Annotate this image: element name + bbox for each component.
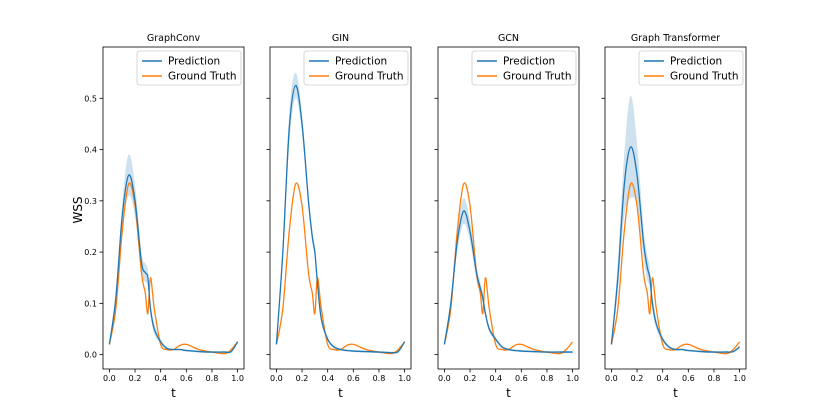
x-tick-label: 0.0: [605, 374, 618, 383]
y-tick-label: 0.5: [84, 94, 97, 103]
y-tick-label: 0.2: [84, 248, 97, 257]
x-tick-label: 0.0: [103, 374, 116, 383]
axes-frame: [604, 46, 747, 370]
x-tick-label: 1.0: [733, 374, 746, 383]
x-tick-label: 0.0: [438, 374, 451, 383]
panel-title: GCN: [498, 33, 519, 44]
legend-ground-truth-label: Ground Truth: [670, 71, 739, 83]
y-axis-label: WSS: [71, 196, 85, 223]
ground-truth-line: [610, 182, 741, 355]
panel-title: GraphConv: [147, 33, 201, 44]
x-tick-label: 0.4: [154, 374, 167, 383]
x-axis-label: t: [338, 386, 343, 400]
prediction-line: [108, 174, 239, 354]
ground-truth-line: [108, 182, 239, 355]
x-tick-label: 0.4: [321, 374, 334, 383]
x-axis-label: t: [506, 386, 511, 400]
prediction-confidence-band: [276, 72, 405, 354]
legend-ground-truth-label: Ground Truth: [335, 71, 404, 83]
x-tick-label: 0.6: [180, 374, 193, 383]
panel-title: GIN: [332, 33, 349, 44]
legend-prediction-label: Prediction: [503, 56, 555, 68]
panel-3: Graph Transformer 0.0 0.2 0.4 0.6 0.8 1.0 t Pred…: [601, 33, 747, 400]
x-tick-label: 0.8: [373, 374, 386, 383]
x-tick-label: 0.2: [129, 374, 142, 383]
x-tick-label: 1.0: [231, 374, 244, 383]
x-tick-label: 0.4: [489, 374, 502, 383]
legend-prediction-label: Prediction: [335, 56, 387, 68]
y-tick-label: 0.1: [84, 299, 97, 308]
x-tick-label: 0.2: [631, 374, 644, 383]
x-tick-label: 1.0: [398, 374, 411, 383]
legend-prediction-label: Prediction: [168, 56, 220, 68]
x-tick-label: 0.2: [464, 374, 477, 383]
legend-prediction-label: Prediction: [670, 56, 722, 68]
x-tick-label: 0.8: [708, 374, 721, 383]
x-tick-label: 1.0: [566, 374, 579, 383]
x-tick-label: 0.6: [682, 374, 695, 383]
x-tick-label: 0.6: [347, 374, 360, 383]
x-tick-label: 0.4: [656, 374, 669, 383]
legend-box: [303, 50, 409, 86]
axes-frame: [269, 46, 412, 370]
x-axis-label: t: [171, 386, 176, 400]
legend-ground-truth-label: Ground Truth: [503, 71, 572, 83]
x-tick-label: 0.8: [541, 374, 554, 383]
x-tick-label: 0.6: [515, 374, 528, 383]
prediction-line: [443, 210, 573, 353]
y-tick-label: 0.3: [84, 197, 97, 206]
axes-frame: [102, 46, 245, 370]
panel-1: GIN 0.0 0.2 0.4 0.6 0.8 1.0 t Prediction Ground T…: [266, 33, 412, 400]
axes-frame: [437, 46, 580, 370]
legend-ground-truth-label: Ground Truth: [168, 71, 237, 83]
x-tick-label: 0.0: [270, 374, 283, 383]
prediction-confidence-band: [444, 198, 573, 354]
x-tick-label: 0.8: [206, 374, 219, 383]
x-axis-label: t: [673, 386, 678, 400]
y-tick-label: 0.0: [84, 351, 97, 360]
panel-0: GraphConv 0.0 0.2 0.4 0.6 0.8 1.0 0.0 0.1 0.2 0.3 0…: [84, 33, 245, 400]
prediction-confidence-band: [611, 95, 740, 354]
y-tick-label: 0.4: [84, 146, 97, 155]
legend-box: [638, 50, 744, 86]
panel-2: GCN 0.0 0.2 0.4 0.6 0.8 1.0 t Prediction Ground T…: [434, 33, 580, 400]
panel-title: Graph Transformer: [631, 33, 720, 44]
prediction-line: [275, 84, 406, 354]
legend-box: [136, 50, 242, 86]
prediction-line: [610, 146, 740, 353]
legend-box: [471, 50, 577, 86]
x-tick-label: 0.2: [296, 374, 309, 383]
ground-truth-line: [275, 182, 406, 355]
